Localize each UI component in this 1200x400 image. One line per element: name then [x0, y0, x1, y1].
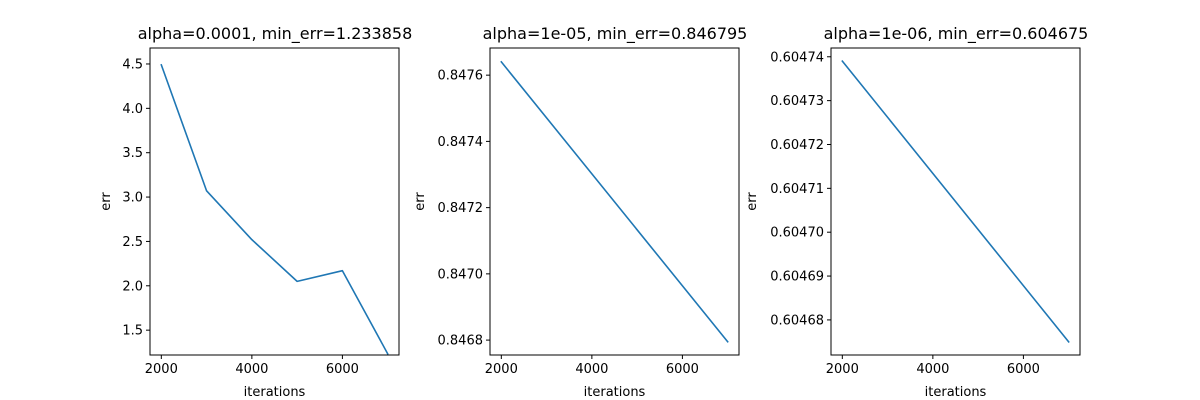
subplot-2-series-line	[841, 60, 1070, 343]
subplot-1-ytick-label: 0.8470	[438, 267, 484, 282]
subplot-2-ytick-label: 0.60470	[770, 226, 824, 241]
subplot-0-ytick-label: 3.5	[122, 146, 143, 161]
subplot-0-ytick-label: 1.5	[122, 324, 143, 339]
subplot-2-ytick-label: 0.60472	[770, 138, 824, 153]
subplot-0-xtick-label: 2000	[145, 362, 178, 377]
subplot-2-xlabel: iterations	[925, 385, 987, 400]
subplot-1-xlabel: iterations	[584, 385, 646, 400]
subplot-2-xtick-label: 2000	[826, 362, 859, 377]
subplot-0-ytick-label: 2.5	[122, 235, 143, 250]
subplot-1-plot-area: 2000 4000 6000 0.8468 0.8470 0.8472 0.8474 0.84…	[438, 60, 729, 377]
subplot-2: alpha=1e-06, min_err=0.604675 2000 4000 60…	[745, 24, 1088, 400]
subplot-2-xtick-label: 4000	[916, 362, 949, 377]
subplot-1-xtick-label: 2000	[485, 362, 518, 377]
subplot-2-ytick-label: 0.60468	[770, 313, 824, 328]
subplot-2-plot-area: 2000 4000 6000 0.60468 0.60469 0.60470 0.60471…	[770, 50, 1070, 377]
subplot-2-ytick-label: 0.60471	[770, 182, 824, 197]
subplot-1-ytick-label: 0.8472	[438, 201, 484, 216]
subplot-2-ytick-label: 0.60474	[770, 50, 824, 65]
subplot-0-ytick-label: 4.0	[122, 102, 143, 117]
subplot-1-series-line	[500, 60, 729, 343]
subplot-2-ylabel: err	[745, 192, 760, 211]
subplot-0-ylabel: err	[99, 192, 114, 211]
subplot-0-ytick-label: 4.5	[122, 57, 143, 72]
subplot-2-xtick-label: 6000	[1007, 362, 1040, 377]
subplot-0-title: alpha=0.0001, min_err=1.233858	[138, 24, 413, 44]
subplot-1: alpha=1e-05, min_err=0.846795 2000 4000 60…	[413, 24, 747, 400]
subplot-2-title: alpha=1e-06, min_err=0.604675	[824, 24, 1089, 44]
subplot-1-ytick-label: 0.8468	[438, 334, 484, 349]
subplot-1-ytick-label: 0.8476	[438, 69, 484, 84]
subplot-0-xtick-label: 6000	[326, 362, 359, 377]
subplot-1-title: alpha=1e-05, min_err=0.846795	[483, 24, 748, 44]
subplot-2-axes-frame	[830, 47, 1081, 356]
subplot-1-xtick-label: 6000	[666, 362, 699, 377]
subplot-0-ytick-label: 2.0	[122, 279, 143, 294]
subplot-1-xtick-label: 4000	[575, 362, 608, 377]
subplot-2-ytick-label: 0.60473	[770, 94, 824, 109]
subplot-1-ytick-label: 0.8474	[438, 135, 484, 150]
subplot-1-ylabel: err	[413, 192, 428, 211]
subplot-0-ytick-label: 3.0	[122, 191, 143, 206]
subplot-0-plot-area: 2000 4000 6000 1.5 2.0 2.5 3.0 3.5 4.0 4.5	[122, 57, 389, 377]
subplot-0-xtick-label: 4000	[235, 362, 268, 377]
subplot-1-axes-frame	[489, 47, 740, 356]
subplot-0-series-line	[160, 63, 389, 355]
subplot-0-axes-frame	[149, 47, 400, 356]
subplot-0-xlabel: iterations	[244, 385, 306, 400]
subplot-0: alpha=0.0001, min_err=1.233858 2000 4000 6…	[99, 24, 412, 400]
subplot-2-ytick-label: 0.60469	[770, 270, 824, 285]
